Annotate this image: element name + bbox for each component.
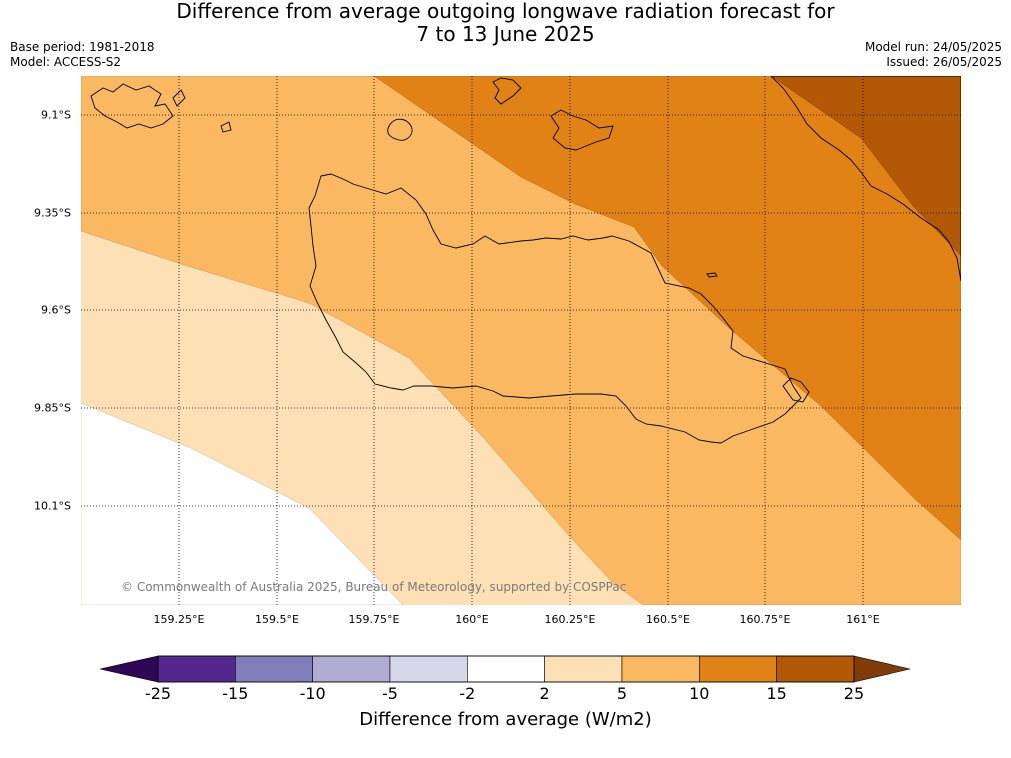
colorbar-extend-low bbox=[100, 655, 159, 683]
model-text: Model: ACCESS-S2 bbox=[10, 55, 122, 69]
russell-islet-1 bbox=[172, 89, 186, 107]
colorbar-cell bbox=[235, 655, 313, 683]
coastlines bbox=[90, 76, 961, 444]
colorbar-tick-label: -2 bbox=[459, 684, 476, 703]
lon-label: 160.75°E bbox=[739, 613, 791, 626]
base-period-text: Base period: 1981-2018 bbox=[10, 40, 155, 54]
lat-label: 10.1°S bbox=[34, 499, 71, 513]
guadalcanal-coast bbox=[308, 173, 802, 444]
graticule bbox=[81, 76, 961, 605]
lat-label: 9.1°S bbox=[41, 108, 71, 122]
lat-label: 9.6°S bbox=[41, 303, 71, 317]
map-title: Difference from average outgoing longwav… bbox=[0, 0, 1011, 46]
colorbar-cell bbox=[389, 655, 468, 683]
colorbar-label: Difference from average (W/m2) bbox=[359, 709, 652, 730]
model-run-text: Model run: 24/05/2025 bbox=[864, 40, 1002, 54]
band-10-15 bbox=[373, 76, 961, 541]
colorbar-tick-label: -25 bbox=[144, 684, 172, 703]
colorbar-cell bbox=[467, 655, 545, 683]
lat-label: 9.85°S bbox=[34, 401, 71, 415]
lon-label: 159.75°E bbox=[348, 613, 400, 626]
colorbar-tick-label: 25 bbox=[843, 684, 865, 703]
colorbar-cell bbox=[776, 655, 855, 683]
colorbar-tick-label: -5 bbox=[382, 684, 398, 703]
malaita-coast bbox=[770, 76, 961, 282]
colorbar-cell bbox=[699, 655, 777, 683]
lon-label: 160.25°E bbox=[544, 613, 596, 626]
small-islet-east bbox=[706, 272, 718, 278]
colorbar-tick-label: -15 bbox=[222, 684, 249, 703]
colorbar-frame bbox=[157, 655, 855, 683]
title-line-1: Difference from average outgoing longwav… bbox=[176, 0, 835, 23]
lon-label: 161°E bbox=[846, 613, 880, 626]
band-below-2 bbox=[81, 402, 404, 605]
colorbar-tick-label: -10 bbox=[299, 684, 326, 703]
lat-label: 9.35°S bbox=[34, 206, 71, 220]
colorbar-cell bbox=[621, 655, 700, 683]
colorbar-cell bbox=[157, 655, 236, 683]
map-canvas bbox=[81, 76, 961, 605]
meta-left: Base period: 1981-2018 Model: ACCESS-S2 bbox=[10, 40, 155, 70]
marau-islands bbox=[782, 377, 810, 403]
russell-islands bbox=[90, 83, 174, 129]
colorbar-tick-label: 5 bbox=[616, 684, 628, 703]
savo-island bbox=[387, 118, 413, 141]
lon-label: 160°E bbox=[455, 613, 489, 626]
lon-label: 160.5°E bbox=[646, 613, 690, 626]
colorbar-tick-label: 10 bbox=[689, 684, 710, 703]
colorbar bbox=[100, 655, 911, 683]
lon-label: 159.5°E bbox=[255, 613, 299, 626]
copyright-text: © Commonwealth of Australia 2025, Bureau… bbox=[121, 580, 627, 594]
colorbar-cell bbox=[544, 655, 623, 683]
colorbar-extend-high bbox=[853, 655, 911, 683]
russell-islet-2 bbox=[220, 121, 232, 133]
florida-islands-north bbox=[492, 77, 522, 105]
colorbar-cell bbox=[312, 655, 391, 683]
lon-label: 159.25°E bbox=[153, 613, 205, 626]
issued-text: Issued: 26/05/2025 bbox=[886, 55, 1002, 69]
meta-right: Model run: 24/05/2025 Issued: 26/05/2025 bbox=[865, 40, 1002, 70]
colorbar-tick-label: 15 bbox=[766, 684, 787, 703]
colorbar-tick-label: 2 bbox=[539, 684, 550, 703]
florida-islands-coast bbox=[550, 109, 614, 151]
title-line-2: 7 to 13 June 2025 bbox=[416, 22, 595, 46]
band-15-25 bbox=[770, 76, 961, 257]
